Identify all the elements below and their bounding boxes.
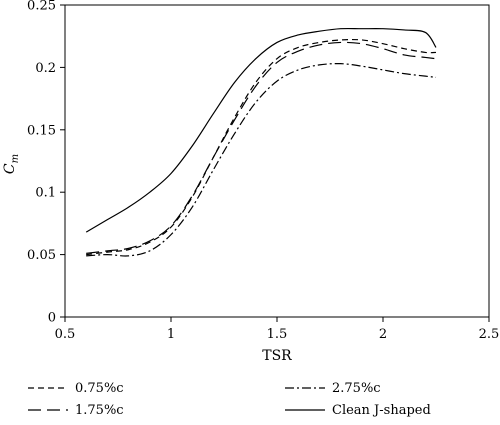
plot-area xyxy=(64,4,490,318)
x-axis: 0.5 1 1.5 2 2.5 xyxy=(55,317,500,342)
x-axis-title: TSR xyxy=(262,348,292,364)
series-line-2-75-c xyxy=(86,63,437,257)
y-tick-label: 0.25 xyxy=(27,0,56,14)
x-tick-label: 2 xyxy=(379,327,387,342)
series-lines xyxy=(85,27,437,257)
x-tick-label: 1 xyxy=(167,327,175,342)
x-tick-label: 0.5 xyxy=(55,327,76,342)
y-axis-title: Cm xyxy=(2,154,21,174)
y-tick-label: 0.15 xyxy=(27,123,56,138)
legend-label: 0.75%c xyxy=(75,381,124,396)
series-line-0-75-c xyxy=(86,38,437,256)
y-tick-label: 0.05 xyxy=(27,248,56,263)
series-line-clean-j-shaped xyxy=(85,27,437,233)
y-tick-label: 0.2 xyxy=(35,61,56,76)
legend-label: 2.75%c xyxy=(332,381,381,396)
legend: 0.75%c 1.75%c 2.75%c Clean J-shaped xyxy=(28,381,431,418)
plot-frame xyxy=(64,4,490,318)
series-line-1-75-c xyxy=(86,41,437,254)
y-tick-label: 0.1 xyxy=(35,186,56,201)
legend-label: 1.75%c xyxy=(75,403,124,418)
legend-label: Clean J-shaped xyxy=(332,403,431,418)
y-axis-title-subscript: m xyxy=(10,154,21,163)
y-tick-label: 0 xyxy=(48,311,56,326)
x-tick-label: 1.5 xyxy=(267,327,288,342)
y-axis-title-main: C xyxy=(2,163,18,174)
y-axis: 0 0.05 0.1 0.15 0.2 0.25 xyxy=(27,0,65,326)
x-tick-label: 2.5 xyxy=(479,327,500,342)
